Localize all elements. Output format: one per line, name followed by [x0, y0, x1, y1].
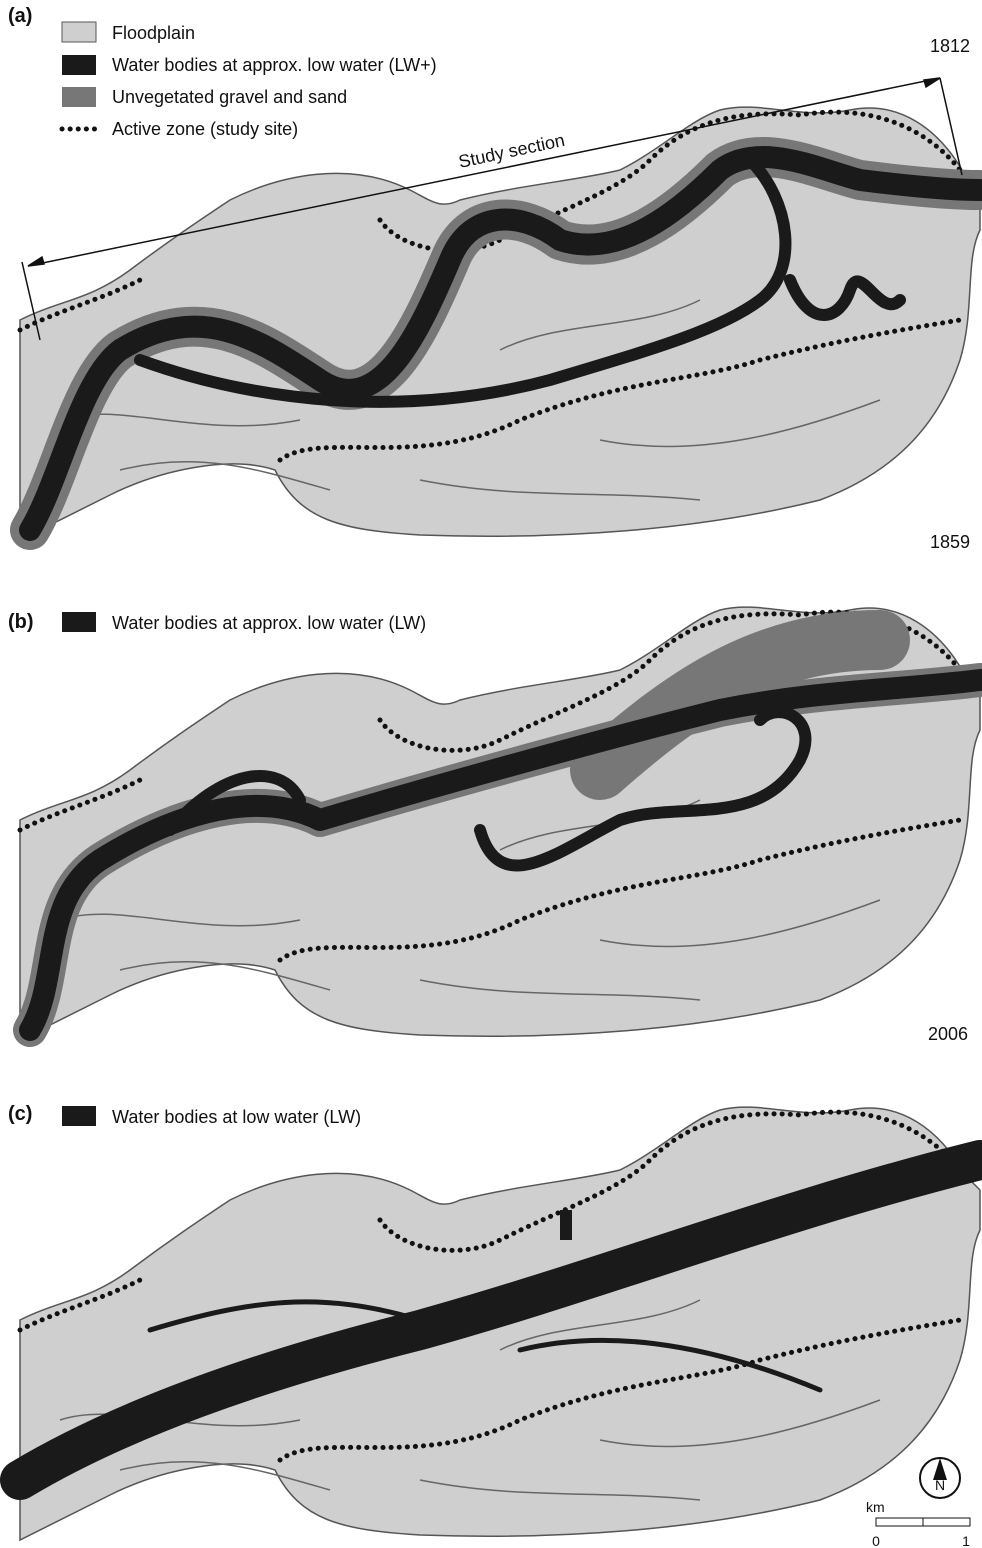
scale-tick: 0 — [872, 1533, 880, 1548]
panel-label: (b) — [8, 611, 34, 633]
scale-unit: km — [866, 1499, 885, 1515]
legend-swatch — [62, 87, 96, 107]
legend-swatch — [62, 1106, 96, 1126]
panel-label: (c) — [8, 1103, 32, 1125]
legend-text: Water bodies at approx. low water (LW+) — [112, 55, 437, 75]
panel-a: (a) Floodplain Water bodies at approx. l… — [8, 5, 982, 552]
panel-b: (b) Water bodies at approx. low water (L… — [8, 607, 982, 1047]
river — [19, 669, 982, 1041]
year-label: 1812 — [930, 36, 970, 56]
legend-swatch — [61, 21, 97, 43]
river-branch — [147, 1299, 823, 1393]
scale-bar — [875, 1517, 924, 1527]
river — [19, 146, 982, 541]
panel-c: (c) Water bodies at low water (LW) N km … — [0, 1103, 982, 1548]
legend-text: Water bodies at approx. low water (LW) — [112, 613, 426, 633]
legend-text: Water bodies at low water (LW) — [112, 1107, 361, 1127]
scale-tick: 1 — [962, 1533, 970, 1548]
legend-text: Floodplain — [112, 23, 195, 43]
study-section-arrow — [21, 77, 963, 341]
river-branch — [134, 154, 906, 408]
river-branch — [164, 706, 812, 872]
legend-swatch — [62, 612, 96, 632]
pond — [560, 1210, 572, 1240]
legend-text: Unvegetated gravel and sand — [112, 87, 347, 107]
year-label: 2006 — [928, 1024, 968, 1044]
year-label: 1859 — [930, 532, 970, 552]
legend-text: Active zone (study site) — [112, 119, 298, 139]
scale-bar — [922, 1517, 971, 1527]
legend-swatch — [62, 55, 96, 75]
north-label: N — [935, 1477, 945, 1493]
river — [0, 1140, 982, 1500]
north-arrow-needle — [933, 1458, 947, 1480]
panel-label: (a) — [8, 5, 32, 27]
